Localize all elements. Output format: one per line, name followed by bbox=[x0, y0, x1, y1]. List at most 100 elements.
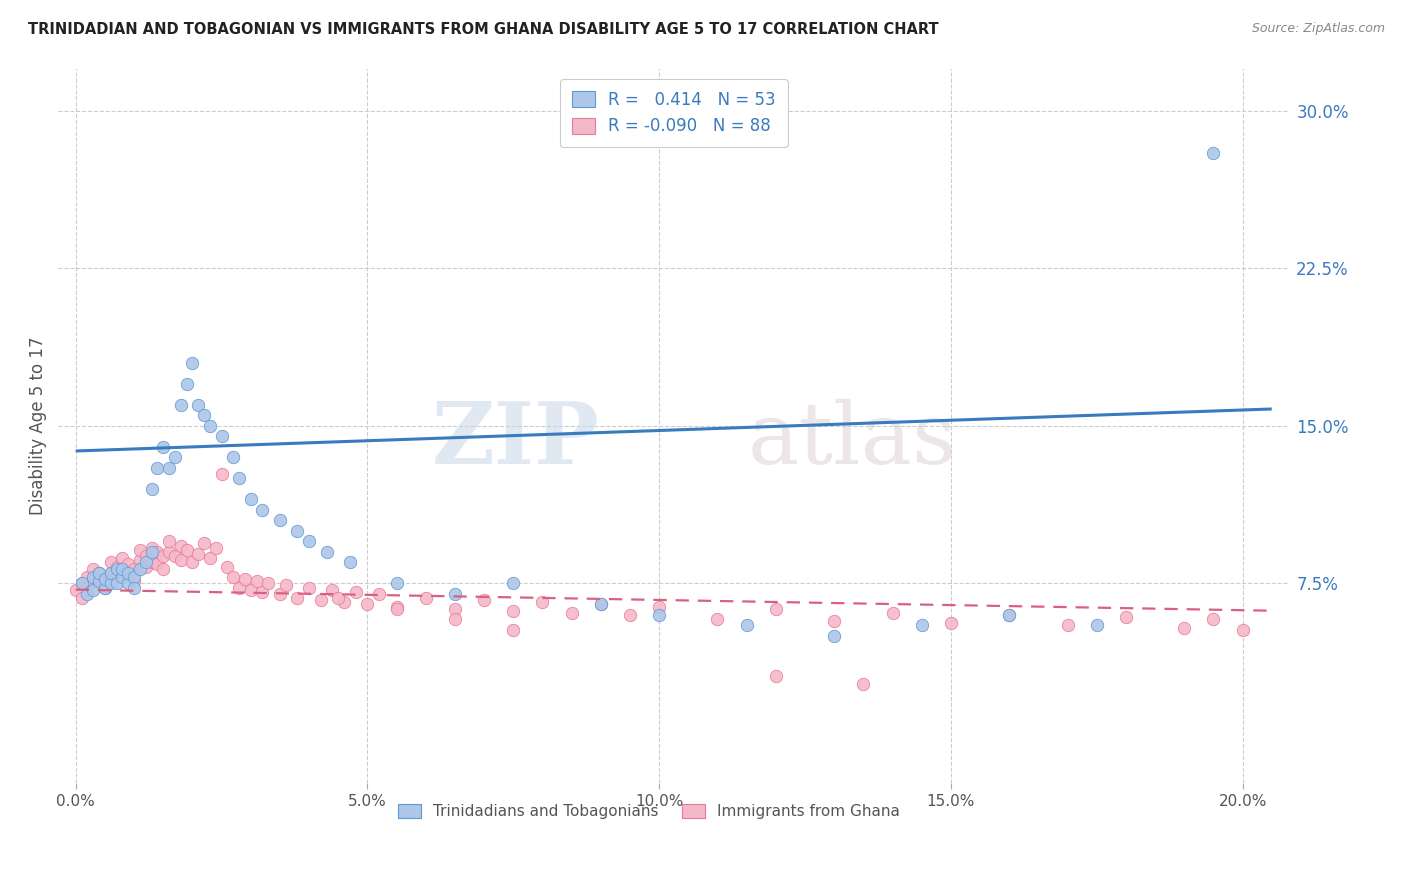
Point bbox=[211, 467, 233, 482]
Point bbox=[76, 578, 98, 592]
Point bbox=[706, 612, 728, 626]
Point bbox=[228, 581, 250, 595]
Point bbox=[87, 576, 110, 591]
Point bbox=[911, 618, 934, 632]
Point bbox=[170, 398, 193, 412]
Point bbox=[344, 584, 367, 599]
Point bbox=[648, 599, 671, 614]
Point bbox=[269, 513, 291, 527]
Point bbox=[233, 572, 256, 586]
Point bbox=[82, 570, 104, 584]
Point bbox=[117, 566, 139, 580]
Point bbox=[135, 549, 157, 563]
Point bbox=[561, 606, 583, 620]
Point bbox=[198, 551, 221, 566]
Point bbox=[87, 574, 110, 589]
Point bbox=[502, 604, 524, 618]
Point bbox=[94, 572, 117, 586]
Point bbox=[228, 471, 250, 485]
Y-axis label: Disability Age 5 to 17: Disability Age 5 to 17 bbox=[30, 336, 46, 515]
Point bbox=[141, 541, 163, 555]
Point bbox=[146, 460, 169, 475]
Point bbox=[239, 492, 262, 507]
Point bbox=[117, 558, 139, 572]
Point bbox=[111, 551, 134, 566]
Point bbox=[111, 570, 134, 584]
Point bbox=[100, 555, 122, 569]
Point bbox=[152, 549, 174, 563]
Point bbox=[385, 599, 408, 614]
Text: TRINIDADIAN AND TOBAGONIAN VS IMMIGRANTS FROM GHANA DISABILITY AGE 5 TO 17 CORRE: TRINIDADIAN AND TOBAGONIAN VS IMMIGRANTS… bbox=[28, 22, 939, 37]
Point bbox=[415, 591, 437, 606]
Point bbox=[94, 572, 117, 586]
Point bbox=[141, 482, 163, 496]
Point bbox=[204, 541, 226, 555]
Point bbox=[152, 562, 174, 576]
Point bbox=[502, 576, 524, 591]
Point bbox=[170, 539, 193, 553]
Point bbox=[321, 582, 343, 597]
Point bbox=[181, 356, 204, 370]
Point bbox=[852, 677, 875, 691]
Point bbox=[163, 549, 186, 563]
Point bbox=[117, 568, 139, 582]
Point bbox=[76, 570, 98, 584]
Point bbox=[176, 542, 198, 557]
Point bbox=[111, 562, 134, 576]
Point bbox=[111, 562, 134, 576]
Point bbox=[198, 418, 221, 433]
Point bbox=[444, 601, 467, 615]
Point bbox=[998, 607, 1021, 622]
Point bbox=[1232, 623, 1254, 637]
Point bbox=[135, 555, 157, 569]
Point bbox=[141, 555, 163, 569]
Point bbox=[94, 581, 117, 595]
Point bbox=[217, 559, 239, 574]
Point bbox=[298, 581, 321, 595]
Point bbox=[589, 598, 612, 612]
Point bbox=[356, 598, 378, 612]
Point bbox=[1085, 618, 1108, 632]
Point bbox=[105, 562, 128, 576]
Point bbox=[339, 555, 361, 569]
Point bbox=[146, 545, 169, 559]
Point bbox=[82, 562, 104, 576]
Point bbox=[1202, 145, 1225, 160]
Text: atlas: atlas bbox=[748, 399, 956, 482]
Point bbox=[385, 576, 408, 591]
Point bbox=[315, 545, 337, 559]
Point bbox=[128, 553, 150, 567]
Point bbox=[211, 429, 233, 443]
Point bbox=[122, 570, 145, 584]
Point bbox=[765, 601, 787, 615]
Text: ZIP: ZIP bbox=[432, 398, 600, 482]
Point bbox=[157, 534, 180, 549]
Point bbox=[157, 460, 180, 475]
Point bbox=[222, 570, 245, 584]
Point bbox=[333, 595, 356, 609]
Point bbox=[1202, 612, 1225, 626]
Point bbox=[128, 542, 150, 557]
Point bbox=[70, 576, 93, 591]
Point bbox=[939, 616, 962, 631]
Point bbox=[882, 606, 904, 620]
Point bbox=[1115, 610, 1137, 624]
Point bbox=[187, 398, 209, 412]
Point bbox=[1056, 618, 1078, 632]
Point bbox=[70, 591, 93, 606]
Point bbox=[122, 562, 145, 576]
Point bbox=[252, 503, 274, 517]
Point bbox=[502, 623, 524, 637]
Point bbox=[117, 576, 139, 591]
Point bbox=[181, 555, 204, 569]
Point bbox=[135, 559, 157, 574]
Point bbox=[94, 581, 117, 595]
Point bbox=[100, 566, 122, 580]
Point bbox=[998, 607, 1021, 622]
Point bbox=[122, 574, 145, 589]
Point bbox=[157, 545, 180, 559]
Point bbox=[257, 576, 280, 591]
Point bbox=[298, 534, 321, 549]
Point bbox=[70, 576, 93, 591]
Point bbox=[444, 612, 467, 626]
